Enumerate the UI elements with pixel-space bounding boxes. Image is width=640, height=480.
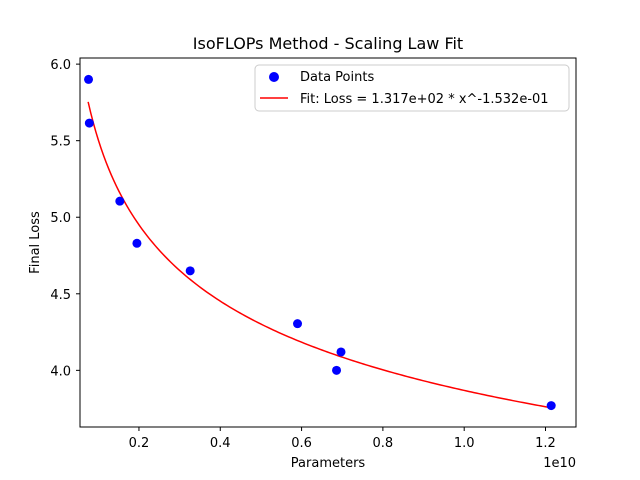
x-axis-offset-label: 1e10: [543, 456, 576, 471]
y-tick-label: 4.0: [50, 364, 71, 379]
data-point: [84, 118, 94, 128]
x-tick-label: 1.0: [454, 436, 475, 451]
x-tick-label: 0.4: [210, 436, 231, 451]
y-axis-label: Final Loss: [28, 211, 43, 274]
data-point: [332, 365, 342, 375]
legend: Data Points Fit: Loss = 1.317e+02 * x^-1…: [254, 64, 570, 112]
data-point: [293, 319, 303, 329]
data-point: [336, 347, 346, 357]
y-tick-label: 5.0: [50, 211, 71, 226]
data-point: [546, 401, 556, 411]
x-tick-label: 0.8: [373, 436, 394, 451]
plot-frame: [79, 57, 577, 428]
fit-line: [87, 101, 552, 409]
y-tick-label: 6.0: [50, 58, 71, 73]
x-axis-label: Parameters: [291, 456, 366, 471]
x-axis-ticks: 0.2 0.4 0.6 0.8 1.0 1.2: [129, 427, 556, 451]
x-tick-label: 0.6: [291, 436, 312, 451]
legend-box: [254, 64, 570, 112]
y-tick-label: 5.5: [50, 135, 71, 150]
legend-data-points-marker: [269, 72, 279, 82]
plot-area: [79, 57, 577, 428]
x-tick-label: 1.2: [535, 436, 556, 451]
data-point: [185, 266, 195, 276]
data-point: [132, 238, 142, 248]
legend-data-points-label: Data Points: [300, 70, 374, 85]
data-points-layer: [84, 74, 556, 411]
legend-fit-line-label: Fit: Loss = 1.317e+02 * x^-1.532e-01: [300, 92, 549, 107]
y-axis-ticks: 4.0 4.5 5.0 5.5 6.0: [50, 58, 80, 379]
chart-title: IsoFLOPs Method - Scaling Law Fit: [193, 34, 463, 53]
x-tick-label: 0.2: [129, 436, 150, 451]
y-tick-label: 4.5: [50, 288, 71, 303]
data-point: [115, 196, 125, 206]
data-point: [84, 74, 94, 84]
